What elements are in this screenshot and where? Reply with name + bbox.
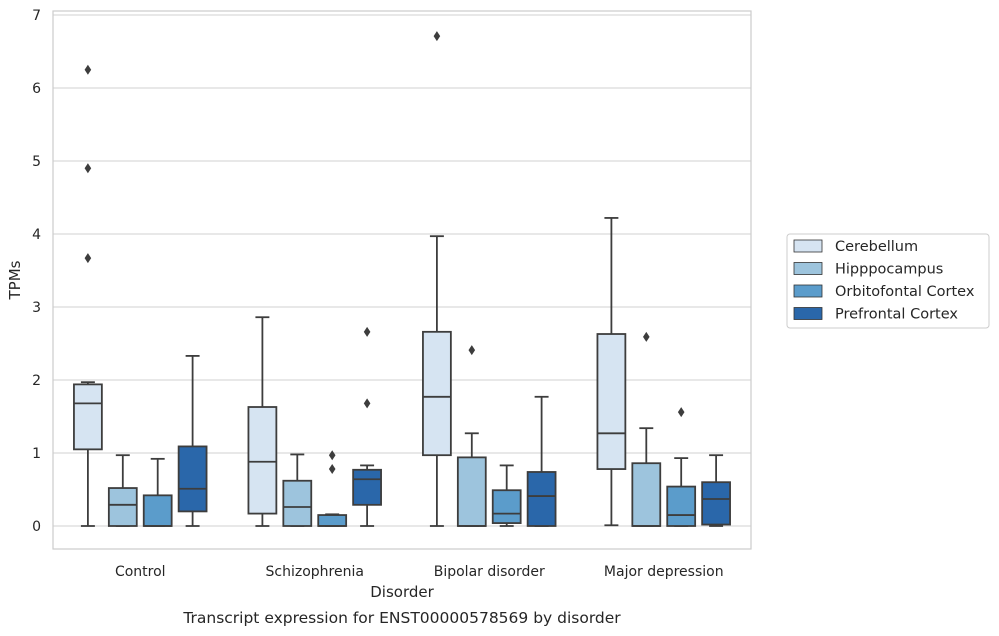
x-tick-label: Schizophrenia [266,564,364,580]
outlier-point [363,398,371,409]
box-iqr [596,333,627,470]
box-prefrontal-cortex [701,454,731,527]
box-iqr [142,494,173,527]
x-axis-label: Disorder [370,583,434,601]
box-orbitofontal-cortex [142,457,173,527]
outlier-point [433,31,441,42]
y-tick-label: 1 [32,446,41,462]
x-tick-label: Major depression [604,564,724,580]
box-prefrontal-cortex [177,355,208,527]
legend: Cerebellum Hipppocampus Orbitofontal Corte… [786,233,990,329]
x-tick-label: Bipolar disorder [434,564,545,580]
outlier-point [84,253,92,264]
boxes [73,31,731,527]
box-iqr [631,462,662,527]
y-tick-label: 7 [32,8,41,24]
y-tick-label: 2 [32,373,41,389]
box-iqr [701,481,731,526]
y-tick-label: 0 [32,519,41,535]
x-axis-ticks: Control Schizophrenia Bipolar disorder Majo… [115,564,724,580]
box-iqr [107,487,138,527]
box-hipppocampus [107,454,138,527]
box-iqr [177,445,208,513]
outlier-point [328,450,336,461]
y-axis-label: TPMs [6,260,24,300]
box-hipppocampus [631,331,662,527]
outlier-point [363,326,371,337]
chart-caption: Transcript expression for ENST0000057856… [182,609,621,627]
y-tick-label: 6 [32,81,41,97]
box-iqr [422,330,452,457]
legend-label: Hipppocampus [835,262,943,278]
plot-area-frame [52,10,752,550]
box-iqr [526,471,557,527]
y-tick-label: 5 [32,154,41,170]
box-cerebellum [422,31,452,527]
legend-label: Prefrontal Cortex [835,307,958,323]
box-cerebellum [596,217,627,527]
outlier-point [677,407,685,418]
y-axis-ticks: 0 1 2 3 4 5 6 7 [32,8,41,535]
x-tick-label: Control [115,564,166,580]
box-prefrontal-cortex [352,326,382,527]
box-iqr [73,383,103,451]
box-orbitofontal-cortex [317,450,348,527]
outlier-point [84,64,92,75]
box-iqr [282,479,313,527]
legend-frame [786,233,990,329]
legend-swatch [793,262,823,275]
box-prefrontal-cortex [526,395,557,527]
outlier-point [328,464,336,475]
box-cerebellum [73,64,103,527]
legend-swatch [793,307,823,320]
box-iqr [247,406,278,515]
box-iqr [317,514,348,527]
box-hipppocampus [456,345,487,527]
y-tick-label: 3 [32,300,41,316]
gridlines [53,14,751,527]
outlier-point [643,331,650,342]
box-hipppocampus [282,453,313,527]
legend-label: Cerebellum [835,239,918,255]
box-orbitofontal-cortex [666,407,697,527]
outlier-point [84,163,92,174]
legend-swatch [793,284,823,298]
box-iqr [491,489,522,524]
box-orbitofontal-cortex [491,464,522,527]
box-cerebellum [247,316,278,527]
y-tick-label: 4 [32,227,41,243]
box-iqr [352,468,382,506]
legend-swatch [793,239,823,253]
outlier-point [468,345,476,356]
box-iqr [456,456,487,527]
legend-label: Orbitofontal Cortex [835,284,975,300]
box-iqr [666,485,697,527]
